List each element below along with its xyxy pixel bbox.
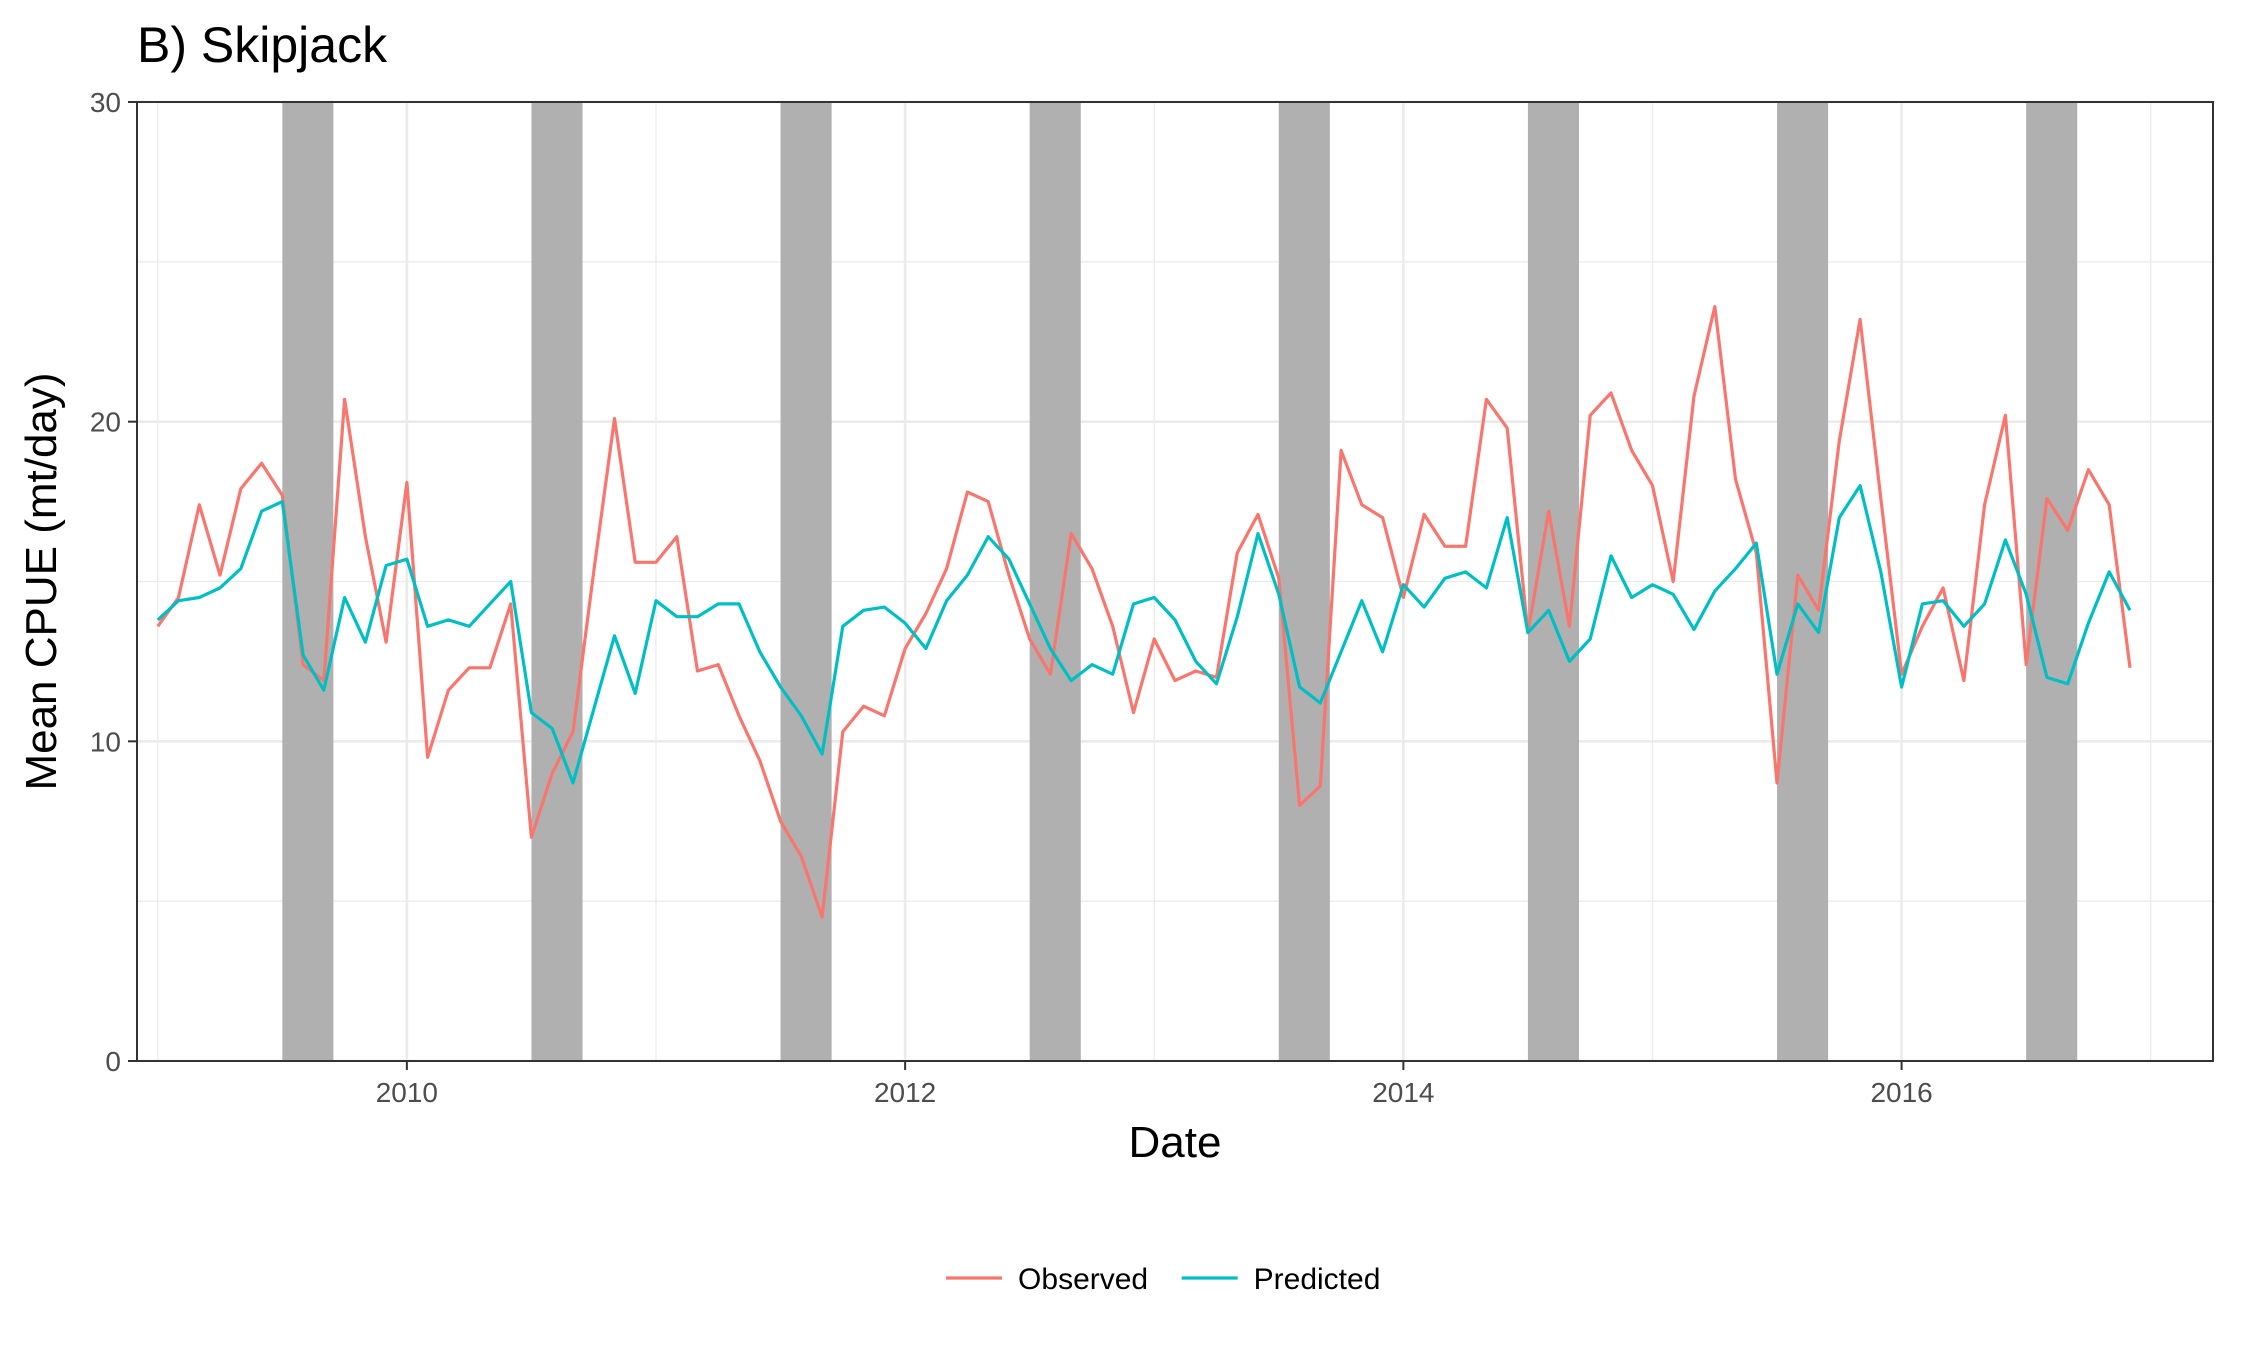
chart-title: B) Skipjack: [137, 17, 388, 73]
y-tick-label: 0: [105, 1046, 121, 1077]
shaded-period-bar: [1278, 102, 1330, 1061]
legend: Observed Predicted: [946, 1263, 1380, 1296]
x-tick-label: 2010: [376, 1077, 438, 1108]
y-tick-label: 10: [90, 726, 121, 757]
shaded-period-bar: [780, 102, 832, 1061]
axes: 0 10 20 30 2010 2012 2014 2016: [90, 87, 1933, 1108]
series-lines: [156, 305, 2132, 919]
y-tick-label: 20: [90, 407, 121, 438]
series-line-predicted: [156, 484, 2132, 785]
x-tick-label: 2016: [1870, 1077, 1932, 1108]
y-axis-title: Mean CPUE (mt/day): [17, 372, 66, 790]
shaded-periods: [282, 102, 2078, 1061]
legend-label-observed: Observed: [1018, 1263, 1148, 1296]
shaded-period-bar: [1029, 102, 1081, 1061]
legend-label-predicted: Predicted: [1254, 1263, 1381, 1296]
series-line-observed: [156, 305, 2132, 919]
x-tick-label: 2012: [874, 1077, 936, 1108]
panel-border: [136, 101, 2214, 1062]
shaded-period-bar: [2026, 102, 2078, 1061]
x-tick-label: 2014: [1372, 1077, 1434, 1108]
y-tick-label: 30: [90, 87, 121, 118]
legend-item-observed: Observed: [946, 1263, 1148, 1296]
shaded-period-bar: [282, 102, 334, 1061]
shaded-period-bar: [531, 102, 583, 1061]
x-axis-title: Date: [1129, 1118, 1222, 1167]
legend-item-predicted: Predicted: [1181, 1263, 1381, 1296]
